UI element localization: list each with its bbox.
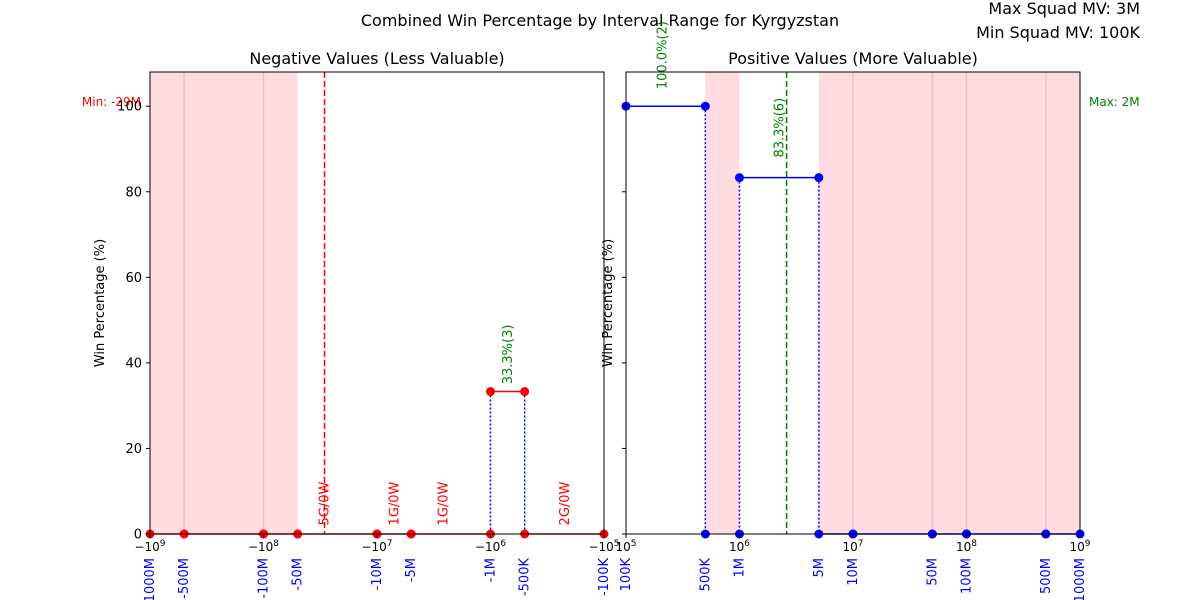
pos-point-1-end xyxy=(814,173,824,183)
pos-shaded-region-1 xyxy=(818,72,1080,534)
pos-interval-label-8: 1000M xyxy=(1073,558,1088,600)
pos-interval-label-5: 50M xyxy=(925,558,940,586)
neg-annotation-0: 5G/0W xyxy=(318,481,333,525)
neg-point-6-start xyxy=(486,387,495,397)
neg-xtick-label-3: −106 xyxy=(475,539,506,554)
neg-annotation-4: 2G/0W xyxy=(558,481,573,525)
neg-interval-label-4: -10M xyxy=(370,558,385,590)
figure-title: Combined Win Percentage by Interval Rang… xyxy=(361,11,839,30)
pos-interval-label-4: 10M xyxy=(846,558,861,586)
neg-ytick-label-0: 0 xyxy=(134,528,142,543)
neg-interval-label-3: -50M xyxy=(291,558,306,590)
neg-interval-label-1: -500M xyxy=(177,558,192,599)
neg-xtick-label-4: −105 xyxy=(588,539,619,554)
neg-ytick-label-1: 20 xyxy=(125,442,142,457)
neg-interval-label-5: -5M xyxy=(404,558,419,582)
neg-xtick-label-1: −108 xyxy=(248,539,279,554)
pos-panel-title: Positive Values (More Valuable) xyxy=(728,49,978,68)
max-value-label: Max: 2M xyxy=(1089,95,1140,109)
neg-point-6-end xyxy=(520,387,530,397)
pos-interval-label-7: 500M xyxy=(1039,558,1054,594)
pos-shaded-region-0 xyxy=(705,72,740,534)
neg-ytick-label-4: 80 xyxy=(125,185,142,200)
neg-ytick-label-3: 60 xyxy=(125,271,142,286)
neg-annotation-1: 1G/0W xyxy=(388,481,403,525)
neg-interval-label-8: -100K xyxy=(597,558,612,597)
positive-panel: Max: 2M 100.0%(2) 83.3%(6) Positive Values … xyxy=(601,21,1140,600)
pos-xtick-label-3: 108 xyxy=(956,539,977,554)
neg-panel-title: Negative Values (Less Valuable) xyxy=(249,49,504,68)
pos-xtick-label-1: 106 xyxy=(729,539,750,554)
neg-annotation-2: 1G/0W xyxy=(436,481,451,525)
neg-interval-label-2: -100M xyxy=(257,558,272,599)
min-value-label: Min: -29M xyxy=(82,95,141,109)
pos-annotation-1: 83.3%(6) xyxy=(772,98,787,158)
neg-shaded-region-0 xyxy=(150,72,298,534)
pos-xtick-label-0: 105 xyxy=(615,539,636,554)
neg-interval-label-0: -1000M xyxy=(143,558,158,600)
min-squad-label: Min Squad MV: 100K xyxy=(976,23,1140,42)
pos-xtick-label-4: 109 xyxy=(1069,539,1090,554)
pos-interval-label-3: 5M xyxy=(812,558,827,578)
negative-panel: Min: -29M 5G/0W 1G/0W 1G/0W 33.3%(3) 2G/0W Neg… xyxy=(82,49,620,600)
pos-interval-label-0: 100K xyxy=(619,558,634,592)
neg-ytick-label-5: 100 xyxy=(117,100,142,115)
neg-xtick-label-2: −107 xyxy=(361,539,392,554)
pos-ylabel: Win Percentage (%) xyxy=(601,239,616,367)
pos-interval-label-6: 100M xyxy=(960,558,975,594)
pos-interval-label-2: 1M xyxy=(733,558,748,578)
pos-point-1-start xyxy=(735,173,744,183)
pos-point-0-end xyxy=(700,101,710,111)
neg-interval-label-6: -1M xyxy=(484,558,499,582)
max-squad-label: Max Squad MV: 3M xyxy=(988,0,1140,18)
pos-interval-label-1: 500K xyxy=(698,558,713,592)
neg-interval-label-7: -500K xyxy=(518,558,533,597)
neg-xtick-label-0: −109 xyxy=(134,539,165,554)
neg-ytick-label-2: 40 xyxy=(125,356,142,371)
neg-annotation-3: 33.3%(3) xyxy=(501,325,516,385)
pos-annotation-0: 100.0%(2) xyxy=(656,21,671,89)
pos-xtick-label-2: 107 xyxy=(842,539,863,554)
neg-ylabel: Win Percentage (%) xyxy=(93,239,108,367)
